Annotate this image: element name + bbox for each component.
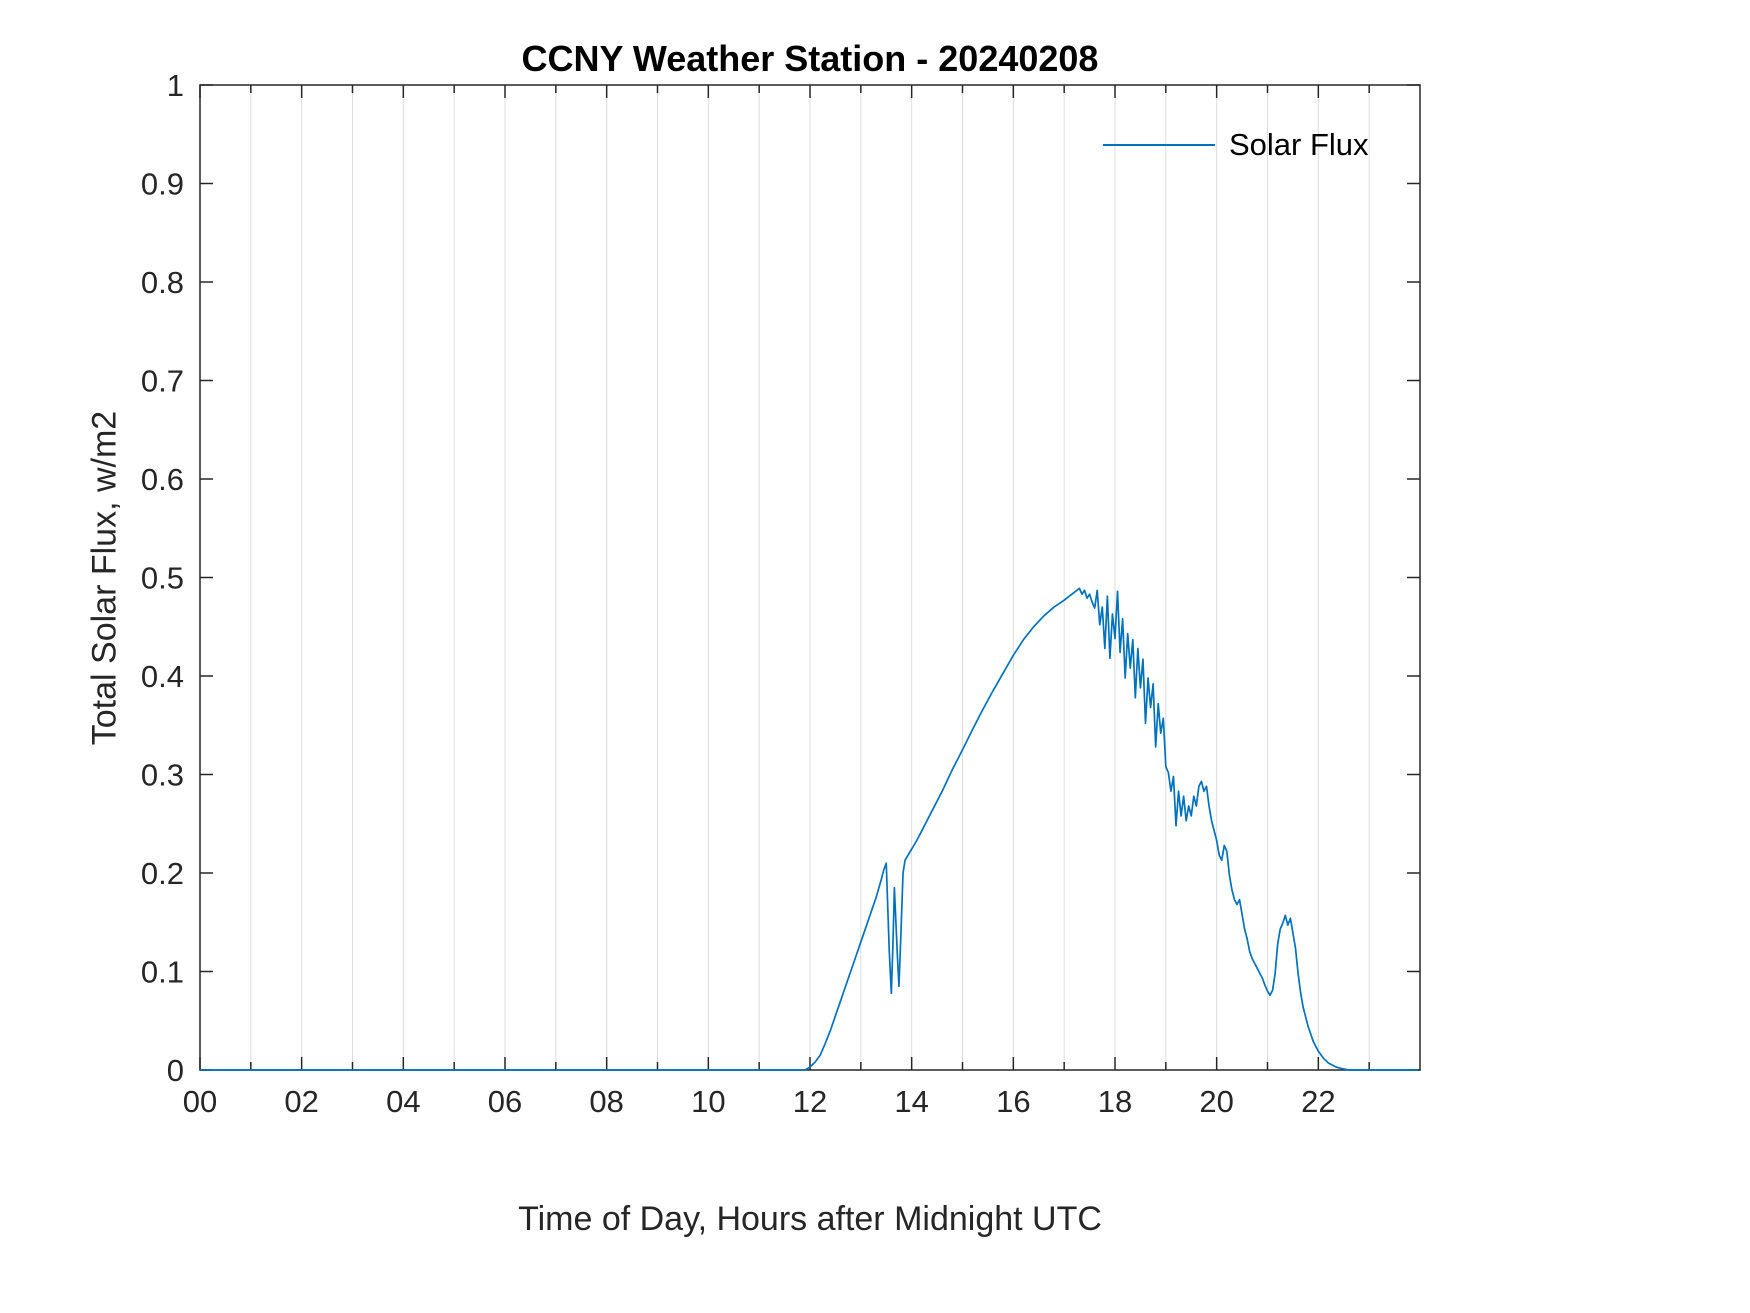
y-tick-label: 0.9 [141, 167, 184, 202]
x-tick-label: 04 [386, 1084, 420, 1119]
y-axis-label: Total Solar Flux, w/m2 [85, 410, 124, 746]
y-tick-label: 0.3 [141, 758, 184, 793]
y-tick-label: 0.4 [141, 659, 184, 694]
legend-line-sample [1103, 144, 1215, 146]
y-tick-label: 0.8 [141, 265, 184, 300]
legend: Solar Flux [1103, 127, 1369, 163]
x-tick-label: 20 [1199, 1084, 1233, 1119]
y-tick-label: 0.6 [141, 462, 184, 497]
x-tick-label: 08 [589, 1084, 623, 1119]
legend-label: Solar Flux [1229, 127, 1369, 162]
x-tick-label: 18 [1098, 1084, 1132, 1119]
x-tick-label: 14 [894, 1084, 928, 1119]
x-tick-label: 06 [488, 1084, 522, 1119]
series-line-solar-flux [199, 587, 1419, 1071]
x-tick-label: 16 [996, 1084, 1030, 1119]
axes-box [199, 84, 1421, 1071]
y-tick-label: 0.7 [141, 364, 184, 399]
y-tick-label: 0 [167, 1053, 184, 1088]
chart-title: CCNY Weather Station - 20240208 [521, 38, 1099, 79]
x-tick-label: 00 [183, 1084, 217, 1119]
x-tick-label: 22 [1301, 1084, 1335, 1119]
y-tick-label: 0.5 [141, 561, 184, 596]
x-tick-label: 10 [691, 1084, 725, 1119]
y-tick-label: 0.1 [141, 955, 184, 990]
y-tick-label: 1 [167, 68, 184, 103]
x-axis-label: Time of Day, Hours after Midnight UTC [518, 1200, 1102, 1238]
y-tick-label: 0.2 [141, 856, 184, 891]
x-tick-label: 02 [284, 1084, 318, 1119]
x-tick-label: 12 [793, 1084, 827, 1119]
